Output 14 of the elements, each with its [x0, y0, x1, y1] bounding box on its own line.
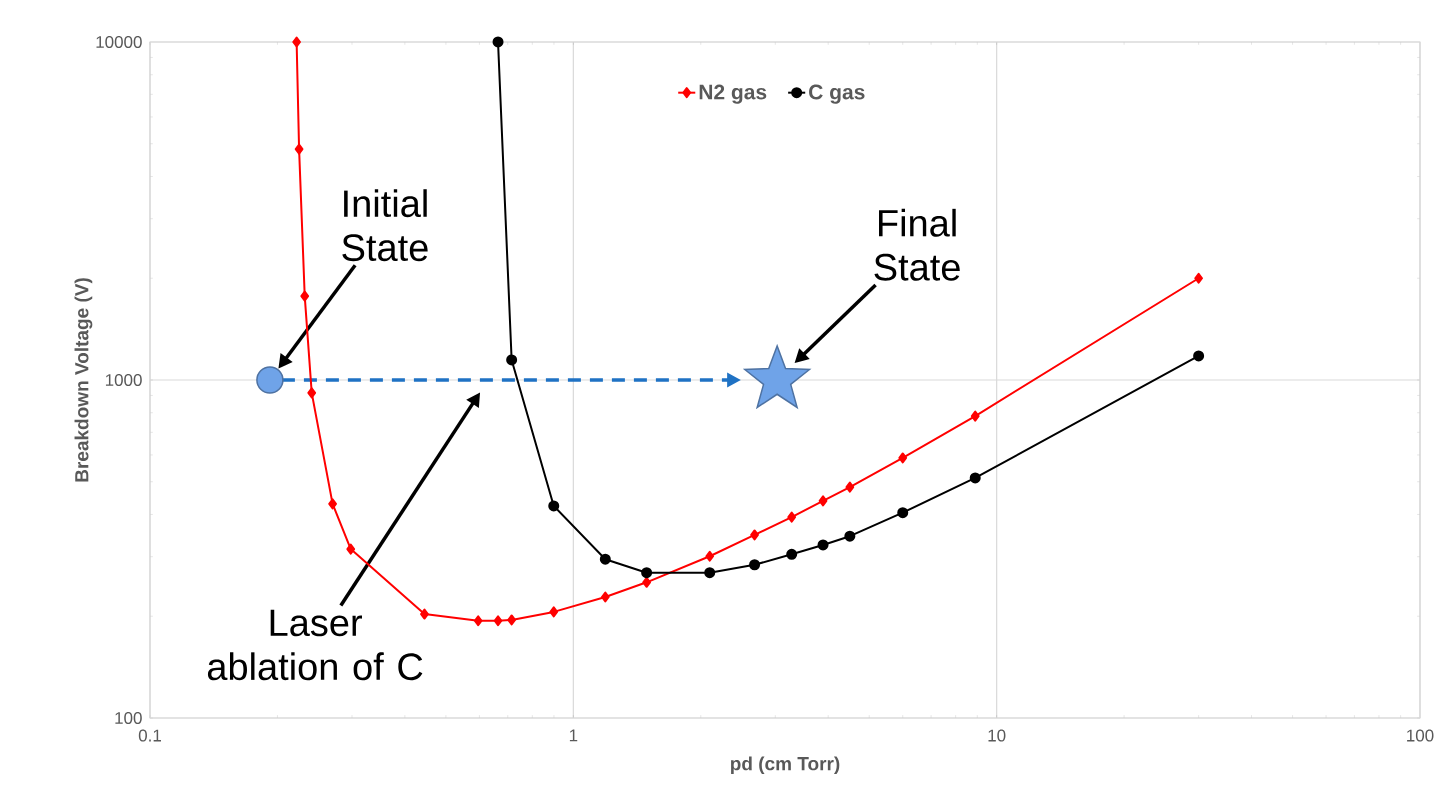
- y-tick-label: 10000: [96, 35, 142, 49]
- x-tick-label: 100: [1407, 729, 1434, 742]
- y-tick-label: 1000: [105, 373, 142, 387]
- annotation: Initial State: [342, 189, 428, 262]
- annotation: Laser ablation of C: [207, 609, 423, 681]
- legend-label: N2 gas: [699, 84, 767, 104]
- x-axis-title: pd (cm Torr): [731, 756, 840, 775]
- y-axis-title: Breakdown Voltage (V): [74, 278, 93, 482]
- x-tick-label: 0.1: [138, 729, 161, 742]
- legend-label: C gas: [809, 84, 865, 104]
- x-tick-label: 1: [569, 729, 578, 742]
- x-tick-label: 10: [988, 729, 1006, 742]
- annotation: Final State: [874, 208, 960, 281]
- y-tick-label: 100: [115, 711, 142, 724]
